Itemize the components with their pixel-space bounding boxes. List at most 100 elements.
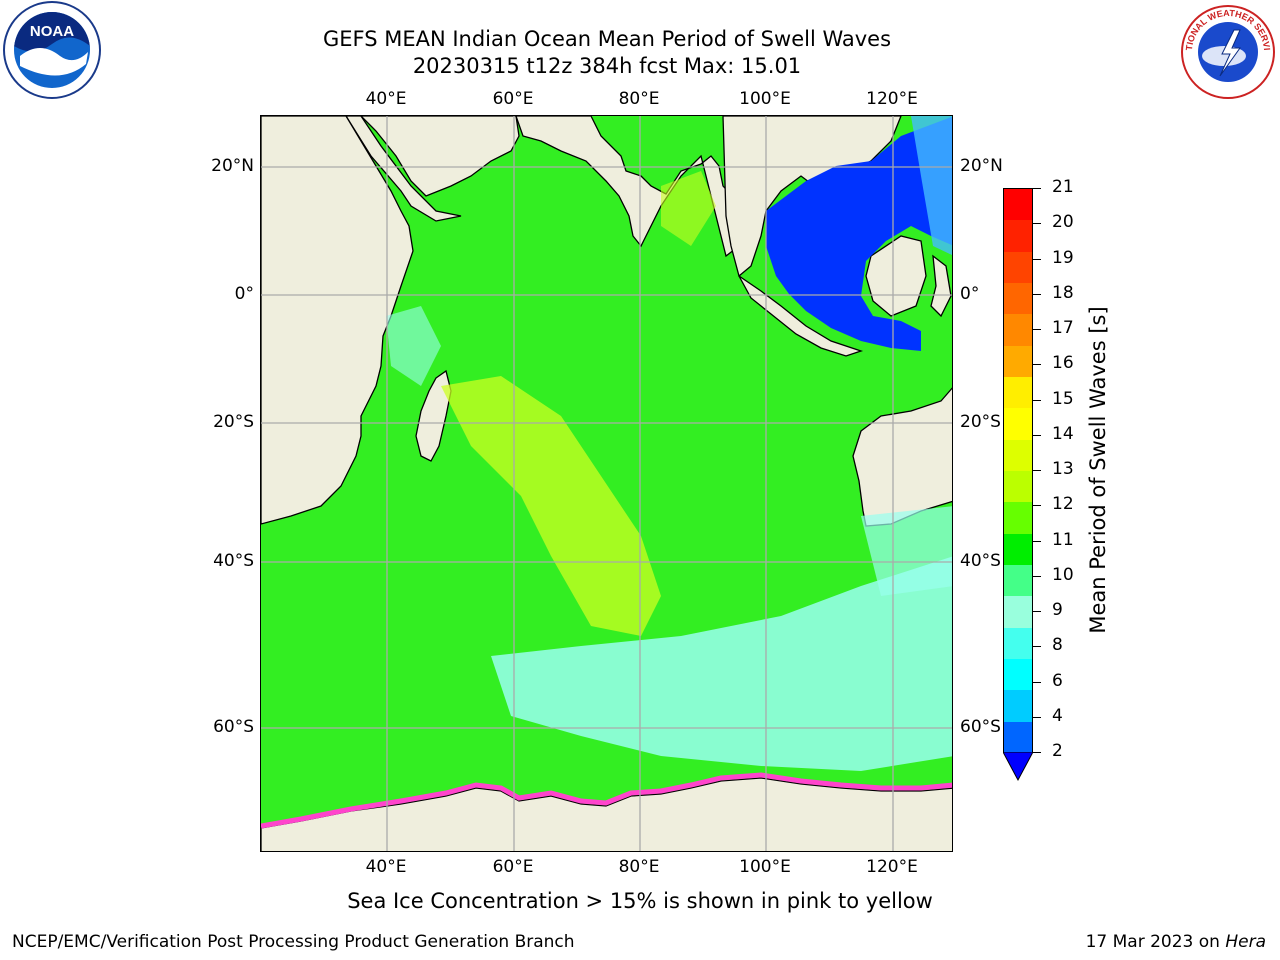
colorbar-tick xyxy=(1033,188,1041,189)
colorbar-segment xyxy=(1004,690,1032,723)
colorbar-tick-label: 10 xyxy=(1052,564,1074,585)
colorbar-underflow-triangle xyxy=(1003,752,1033,782)
colorbar-tick xyxy=(1033,575,1041,577)
colorbar-segment xyxy=(1004,189,1032,221)
colorbar xyxy=(1003,188,1033,754)
colorbar-tick xyxy=(1033,540,1041,542)
colorbar-tick-label: 13 xyxy=(1052,459,1074,479)
colorbar-tick xyxy=(1033,681,1041,683)
map-canvas xyxy=(261,116,952,851)
land-africa xyxy=(261,116,462,222)
colorbar-segment xyxy=(1004,408,1032,441)
colorbar-segment xyxy=(1004,721,1032,754)
land-sulawesi xyxy=(930,254,952,318)
colorbar-segment xyxy=(1004,565,1032,597)
colorbar-tick xyxy=(1033,505,1041,507)
map-panel xyxy=(260,115,953,852)
lat-label-left-40s: 40°S xyxy=(213,551,254,571)
lat-label-right-20s: 20°S xyxy=(960,412,1001,432)
colorbar-title: Mean Period of Swell Waves [s] xyxy=(1086,306,1110,634)
lon-label-top-40e: 40°E xyxy=(365,89,407,109)
lat-label-right-60s: 60°S xyxy=(960,717,1001,737)
colorbar-tick-label: 2 xyxy=(1052,741,1063,761)
colorbar-tick xyxy=(1033,329,1041,330)
swell-cyan-east xyxy=(861,506,952,596)
colorbar-tick-label: 6 xyxy=(1052,670,1063,691)
noaa-logo-text: NOAA xyxy=(30,23,74,40)
credit-machine: Hera xyxy=(1225,932,1266,952)
colorbar-segment xyxy=(1004,345,1032,378)
land-borneo xyxy=(865,235,927,317)
land-antarctica xyxy=(261,777,952,851)
colorbar-tick-label: 20 xyxy=(1052,212,1074,233)
lat-label-right-40s: 40°S xyxy=(960,551,1001,571)
lon-label-bottom-40e: 40°E xyxy=(365,857,407,877)
land-arabia xyxy=(360,116,520,197)
colorbar-segment xyxy=(1004,533,1032,566)
lon-label-bottom-80e: 80°E xyxy=(618,857,660,877)
colorbar-segment xyxy=(1004,251,1032,284)
swell-yellow-region xyxy=(441,376,661,636)
lat-label-left-20s: 20°S xyxy=(213,412,254,432)
colorbar-tick xyxy=(1033,364,1041,366)
map-gridlines xyxy=(261,116,952,851)
colorbar-tick xyxy=(1033,223,1041,225)
sea-ice-band xyxy=(261,772,952,829)
lat-label-left-60s: 60°S xyxy=(213,717,254,737)
lon-label-bottom-100e: 100°E xyxy=(739,857,791,877)
lon-label-top-120e: 120°E xyxy=(866,89,918,109)
lon-label-top-60e: 60°E xyxy=(492,89,534,109)
colorbar-tick xyxy=(1033,470,1041,471)
swell-blue-seas xyxy=(766,116,952,351)
colorbar-tick xyxy=(1033,716,1041,718)
lon-label-top-80e: 80°E xyxy=(618,89,660,109)
colorbar-tick-label: 16 xyxy=(1052,353,1074,374)
lat-label-left-0: 0° xyxy=(234,284,254,304)
colorbar-tick-label: 19 xyxy=(1052,247,1074,268)
colorbar-tick-label: 9 xyxy=(1052,600,1063,620)
colorbar-tick-label: 4 xyxy=(1052,705,1063,726)
colorbar-segment xyxy=(1004,471,1032,503)
swell-light-blue-seas xyxy=(911,116,952,256)
colorbar-segment xyxy=(1004,377,1032,409)
colorbar-tick-label: 15 xyxy=(1052,388,1074,409)
colorbar-tick-label: 21 xyxy=(1052,177,1074,197)
lat-label-right-20n: 20°N xyxy=(960,156,1003,176)
colorbar-tick-label: 14 xyxy=(1052,423,1074,444)
colorbar-tick-label: 11 xyxy=(1052,529,1074,550)
colorbar-segment xyxy=(1004,314,1032,347)
credit-branch: NCEP/EMC/Verification Post Processing Pr… xyxy=(12,932,575,952)
colorbar-segment xyxy=(1004,627,1032,660)
swell-cyan-west xyxy=(386,306,441,386)
lat-label-left-20n: 20°N xyxy=(211,156,254,176)
colorbar-segment xyxy=(1004,283,1032,315)
colorbar-segment xyxy=(1004,502,1032,535)
credit-date-text: 17 Mar 2023 on xyxy=(1085,932,1220,952)
colorbar-tick xyxy=(1033,258,1041,260)
lon-label-top-100e: 100°E xyxy=(739,89,791,109)
chart-title: GEFS MEAN Indian Ocean Mean Period of Sw… xyxy=(322,27,892,51)
lon-label-bottom-120e: 120°E xyxy=(866,857,918,877)
colorbar-segment xyxy=(1004,220,1032,253)
colorbar-tick xyxy=(1033,611,1041,612)
swell-cyan-south xyxy=(491,556,952,771)
colorbar-tick-label: 18 xyxy=(1052,282,1074,303)
nws-logo: NATIONAL WEATHER SERVICE xyxy=(1180,4,1275,99)
chart-subtitle: 20230315 t12z 384h fcst Max: 15.01 xyxy=(412,54,802,78)
colorbar-tick-label: 8 xyxy=(1052,635,1063,656)
sea-ice-note: Sea Ice Concentration > 15% is shown in … xyxy=(347,889,933,913)
lon-label-bottom-60e: 60°E xyxy=(492,857,534,877)
credit-date: 17 Mar 2023 on Hera xyxy=(1086,932,1266,952)
colorbar-tick xyxy=(1033,752,1041,753)
colorbar-tick xyxy=(1033,293,1041,295)
noaa-logo: NOAA xyxy=(3,1,101,99)
lat-label-right-0: 0° xyxy=(960,284,980,304)
swell-yellow-north xyxy=(661,171,716,246)
colorbar-tick xyxy=(1033,434,1041,436)
land-se-asia xyxy=(722,116,902,278)
colorbar-tick xyxy=(1033,646,1041,648)
colorbar-segment xyxy=(1004,596,1032,629)
land-africa-main xyxy=(261,116,414,525)
colorbar-segment xyxy=(1004,439,1032,472)
colorbar-segment xyxy=(1004,659,1032,691)
